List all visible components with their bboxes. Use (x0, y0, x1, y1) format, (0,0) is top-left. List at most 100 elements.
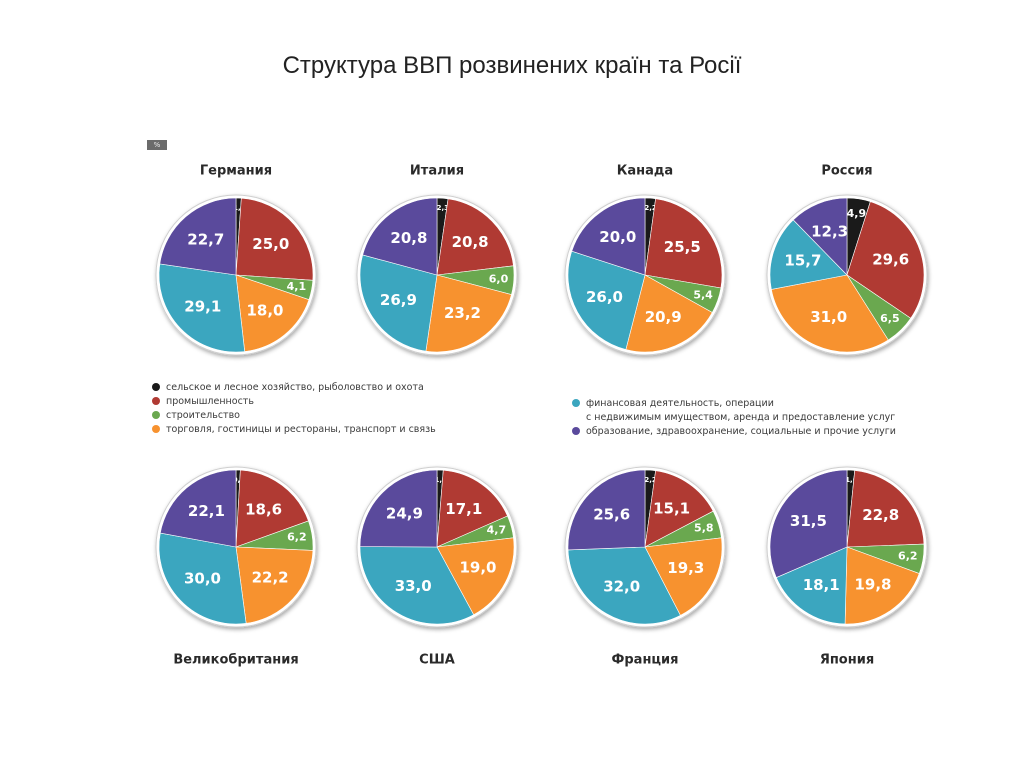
pie-slice-trade (844, 546, 920, 625)
pie-value-label: 4,1 (287, 280, 307, 293)
pie-value-label: 1,3 (434, 476, 447, 484)
legend-left-item: сельское и лесное хозяйство, рыболовство… (152, 381, 436, 395)
pie-slice-finance (769, 219, 848, 290)
legend-left: сельское и лесное хозяйство, рыболовство… (152, 381, 436, 437)
pie-slice-finance (359, 546, 475, 625)
pie-slice-finance (158, 532, 247, 625)
pie-slice-trade (644, 537, 723, 616)
pie-value-label: 22,1 (188, 502, 225, 520)
pie-value-label: 29,1 (184, 298, 221, 316)
legend-left-item: строительство (152, 409, 436, 423)
pie-slice-education (769, 469, 848, 578)
pie-value-label: 18,6 (245, 501, 282, 519)
pie-value-label: 29,6 (872, 250, 909, 268)
pie-value-label: 2,2 (644, 204, 657, 212)
legend-label: финансовая деятельность, операции (586, 398, 774, 409)
pie-slice-finance (359, 254, 438, 352)
pie-value-label: 4,9 (847, 207, 867, 220)
pie-slice-industry (846, 470, 925, 548)
pie-value-label: 4,7 (487, 524, 507, 537)
legend-left-item: торговля, гостиницы и рестораны, транспо… (152, 423, 436, 437)
legend-left-item: промышленность (152, 395, 436, 409)
pie-value-label: 6,2 (898, 550, 918, 563)
legend-label: торговля, гостиницы и рестораны, транспо… (166, 424, 436, 435)
pie-slice-education (362, 197, 438, 276)
pie-value-label: 31,0 (810, 308, 847, 326)
pie-value-label: 20,8 (452, 233, 489, 251)
pie-slice-finance (567, 250, 646, 350)
pie-value-label: 0,9 (233, 476, 246, 484)
pie-chart: 1,1 25,0 4,1 18,0 29,1 22,7 (155, 194, 317, 356)
pie-value-label: 1,6 (845, 476, 858, 484)
pie-chart: 1,3 17,1 4,7 19,0 33,0 24,9 (356, 466, 518, 628)
slide-title: Структура ВВП розвинених країн та Росії (282, 52, 742, 79)
pie-slice-industry (436, 198, 514, 276)
pie-slice-education (159, 197, 237, 276)
pie-slice-trade (235, 274, 310, 352)
pie-value-label: 22,8 (862, 506, 899, 524)
pie-slice-trade (771, 274, 889, 353)
pie-title: Италия (410, 164, 464, 179)
pie-slice-education (159, 469, 237, 548)
pie-title: Германия (200, 164, 272, 179)
pie-value-label: 12,3 (811, 223, 848, 241)
pie-slice-finance (158, 263, 246, 353)
unit-badge: % (147, 140, 167, 150)
legend-swatch (572, 427, 580, 435)
pie-value-label: 5,8 (694, 522, 714, 535)
pie-value-label: 20,0 (599, 228, 636, 246)
pie-value-label: 6,5 (880, 312, 900, 325)
legend-swatch (572, 399, 580, 407)
pie-slice-industry (235, 197, 314, 281)
pie-value-label: 20,8 (390, 229, 427, 247)
legend-right-item: финансовая деятельность, операции (572, 397, 896, 411)
pie-slice-education (792, 197, 848, 276)
pie-value-label: 2,3 (437, 204, 450, 212)
pie-value-label: 18,1 (803, 576, 840, 594)
pie-value-label: 23,2 (444, 304, 481, 322)
pie-slice-industry (846, 201, 925, 319)
pie-value-label: 25,0 (252, 235, 289, 253)
pie-slice-trade (625, 274, 713, 353)
pie-value-label: 15,1 (653, 500, 690, 518)
pie-value-label: 19,0 (459, 559, 496, 577)
pie-value-label: 24,9 (386, 505, 423, 523)
pie-value-label: 26,0 (586, 288, 623, 306)
pie-value-label: 32,0 (603, 577, 640, 595)
pie-value-label: 2,2 (644, 476, 657, 484)
pie-slice-finance (775, 546, 848, 625)
pie-chart: 2,3 20,8 6,0 23,2 26,9 20,8 (356, 194, 518, 356)
pie-slice-trade (425, 274, 512, 353)
pie-title: Канада (617, 164, 673, 179)
pie-value-label: 15,7 (784, 252, 821, 270)
pie-slice-industry (644, 198, 723, 289)
pie-value-label: 31,5 (790, 512, 827, 530)
pie-slice-education (571, 197, 646, 276)
pie-title: Франция (611, 653, 678, 668)
legend-label: сельское и лесное хозяйство, рыболовство… (166, 382, 424, 393)
legend-right: финансовая деятельность, операции с недви… (572, 397, 896, 439)
pie-chart: 1,6 22,8 6,2 19,8 18,1 31,5 (766, 466, 928, 628)
pie-chart: 2,2 15,1 5,8 19,3 32,0 25,6 (564, 466, 726, 628)
pie-value-label: 20,9 (645, 308, 682, 326)
pie-value-label: 6,0 (489, 272, 509, 285)
pie-slice-industry (644, 470, 714, 548)
pie-value-label: 22,2 (252, 569, 289, 587)
pie-value-label: 25,6 (593, 506, 630, 524)
pie-slice-trade (235, 546, 314, 624)
pie-slice-industry (436, 469, 508, 548)
pie-chart: 4,9 29,6 6,5 31,0 15,7 12,3 (766, 194, 928, 356)
pie-value-label: 19,3 (667, 559, 704, 577)
legend-swatch (152, 425, 160, 433)
pie-value-label: 22,7 (187, 231, 224, 249)
pie-slice-education (359, 469, 438, 548)
pie-value-label: 1,1 (233, 204, 246, 212)
pie-title: Япония (820, 653, 874, 668)
pie-value-label: 26,9 (380, 291, 417, 309)
pie-chart: 0,9 18,6 6,2 22,2 30,0 22,1 (155, 466, 317, 628)
pie-value-label: 18,0 (246, 302, 283, 320)
pie-value-label: 5,4 (693, 289, 713, 302)
legend-label: с недвижимым имуществом, аренда и предос… (586, 412, 896, 423)
legend-swatch (152, 411, 160, 419)
